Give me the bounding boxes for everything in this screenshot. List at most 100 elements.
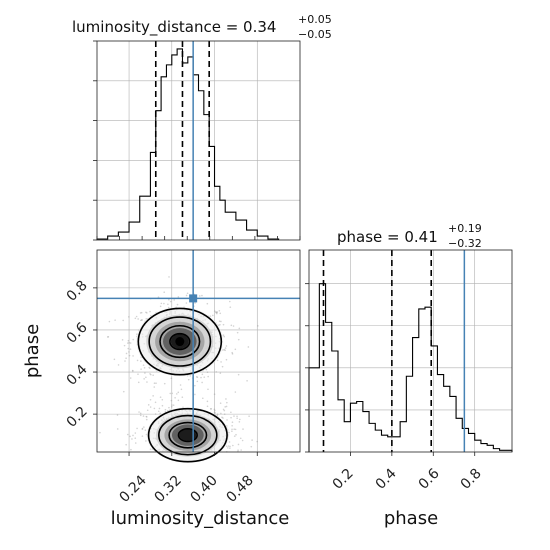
- contour-sample-point: [134, 432, 137, 434]
- contour-sample-point: [219, 323, 221, 326]
- contour-sample-point: [227, 447, 229, 449]
- contour-sample-point: [147, 404, 150, 406]
- contour-sample-point: [108, 320, 111, 323]
- contour-sample-point: [137, 373, 139, 375]
- contour-line-0-3: [169, 332, 191, 351]
- contour-sample-point: [163, 382, 166, 385]
- contour-sample-point: [158, 407, 161, 410]
- contour-sample-point: [163, 291, 166, 294]
- hist-ld-series: [96, 48, 280, 240]
- contour-sample-point: [169, 392, 172, 395]
- contour-sample-point: [141, 427, 144, 430]
- contour-line-1-1: [158, 414, 218, 456]
- contour-sample-point: [207, 388, 209, 391]
- contour-sample-point: [146, 312, 148, 314]
- contour-sample-point: [214, 412, 216, 414]
- phase-xtick-label-0: 0.2: [330, 466, 357, 493]
- contour-sample-point: [157, 296, 160, 298]
- contour-sample-point: [214, 409, 216, 412]
- contour-sample-point: [196, 376, 199, 379]
- contour-sample-point: [222, 417, 224, 419]
- contour-sample-point: [201, 381, 203, 384]
- contour-sample-point: [121, 339, 124, 341]
- contour-sample-point: [128, 351, 130, 353]
- contour-sample-point: [139, 414, 142, 417]
- contour-sample-point: [239, 437, 242, 440]
- contour-sample-point: [216, 312, 218, 315]
- contour-sample-point: [218, 310, 221, 312]
- contour-sample-point: [129, 435, 131, 438]
- contour-sample-point: [107, 336, 110, 338]
- contour-sample-point: [209, 408, 212, 410]
- contour-sample-point: [181, 396, 184, 399]
- contour-sample-point: [256, 440, 258, 443]
- contour-sample-point: [194, 393, 196, 396]
- hist-ld-title-sub: −0.05: [298, 28, 332, 41]
- contour-sample-point: [145, 376, 147, 379]
- contour-yticklabels: 0.2 0.4 0.6 0.8: [64, 278, 91, 431]
- contour-sample-point: [132, 355, 134, 357]
- contour-sample-point: [153, 407, 156, 410]
- hist-phase-title-main: phase = 0.41: [337, 228, 438, 246]
- contour-sample-point: [146, 381, 148, 383]
- contour-sample-point: [161, 404, 164, 407]
- contour-sample-point: [246, 380, 248, 382]
- contour-sample-point: [107, 336, 109, 338]
- contour-sample-point: [220, 320, 222, 323]
- contour-sample-point: [250, 445, 253, 448]
- contour-sample-point: [237, 373, 240, 376]
- contour-line-0-1: [148, 316, 212, 367]
- contour-sample-point: [215, 311, 217, 314]
- hist-ld-frame: [96, 40, 301, 241]
- contour-sample-point: [161, 398, 164, 401]
- contour-sample-point: [154, 413, 157, 415]
- contour-xticklabels: 0.24 0.32 0.40 0.48: [116, 472, 256, 505]
- contour-sample-point: [173, 299, 176, 301]
- contour-sample-point: [223, 335, 225, 338]
- contour-sample-point: [149, 373, 151, 375]
- contour-ytick-label-1: 0.4: [64, 362, 91, 389]
- phase-xlabel: phase: [384, 508, 438, 529]
- contour-sample-point: [137, 318, 139, 320]
- contour-sample-point: [225, 345, 228, 347]
- contour-sample-point: [170, 377, 173, 380]
- contour-truth-marker: [189, 294, 198, 303]
- contour-sample-point: [206, 371, 209, 373]
- contour-sample-point: [229, 445, 231, 448]
- contour-sample-point: [159, 305, 162, 308]
- contour-sample-point: [125, 357, 127, 359]
- contour-sample-point: [169, 300, 172, 303]
- contour-sample-point: [224, 349, 226, 352]
- contour-sample-point: [198, 295, 201, 297]
- contour-sample-point: [206, 302, 209, 305]
- contour-sample-point: [220, 412, 222, 415]
- contour-sample-point: [168, 406, 170, 409]
- panel-luminosity-distance-hist: luminosity_distance = 0.34 +0.05 −0.05: [72, 13, 332, 241]
- contour-ytick-label-3: 0.8: [64, 278, 91, 305]
- contour-sample-point: [212, 314, 214, 317]
- contour-ytick-label-2: 0.6: [64, 320, 91, 347]
- phase-xtick-label-2: 0.6: [416, 466, 443, 493]
- contour-line-1-2: [168, 421, 208, 449]
- contour-sample-point: [116, 414, 119, 416]
- hist-phase-title-sub: −0.32: [448, 237, 482, 250]
- contour-sample-point: [159, 412, 161, 415]
- contour-sample-point: [237, 338, 240, 341]
- contour-sample-point: [219, 372, 222, 375]
- contour-sample-point: [216, 413, 219, 416]
- contour-sample-point: [128, 341, 131, 344]
- contour-sample-point: [142, 364, 145, 366]
- contour-sample-point: [236, 331, 239, 334]
- contour-sample-point: [231, 430, 233, 433]
- contour-sample-point: [223, 348, 226, 351]
- contour-sample-point: [155, 382, 157, 385]
- contour-sample-point: [139, 319, 142, 322]
- contour-sample-point: [200, 376, 202, 379]
- contour-sample-point: [213, 310, 216, 312]
- contour-sample-point: [201, 397, 204, 400]
- contour-sample-point: [216, 311, 218, 313]
- contour-sample-point: [222, 408, 225, 411]
- contour-sample-point: [145, 440, 147, 442]
- contour-sample-point: [124, 360, 126, 362]
- contour-sample-point: [237, 449, 239, 451]
